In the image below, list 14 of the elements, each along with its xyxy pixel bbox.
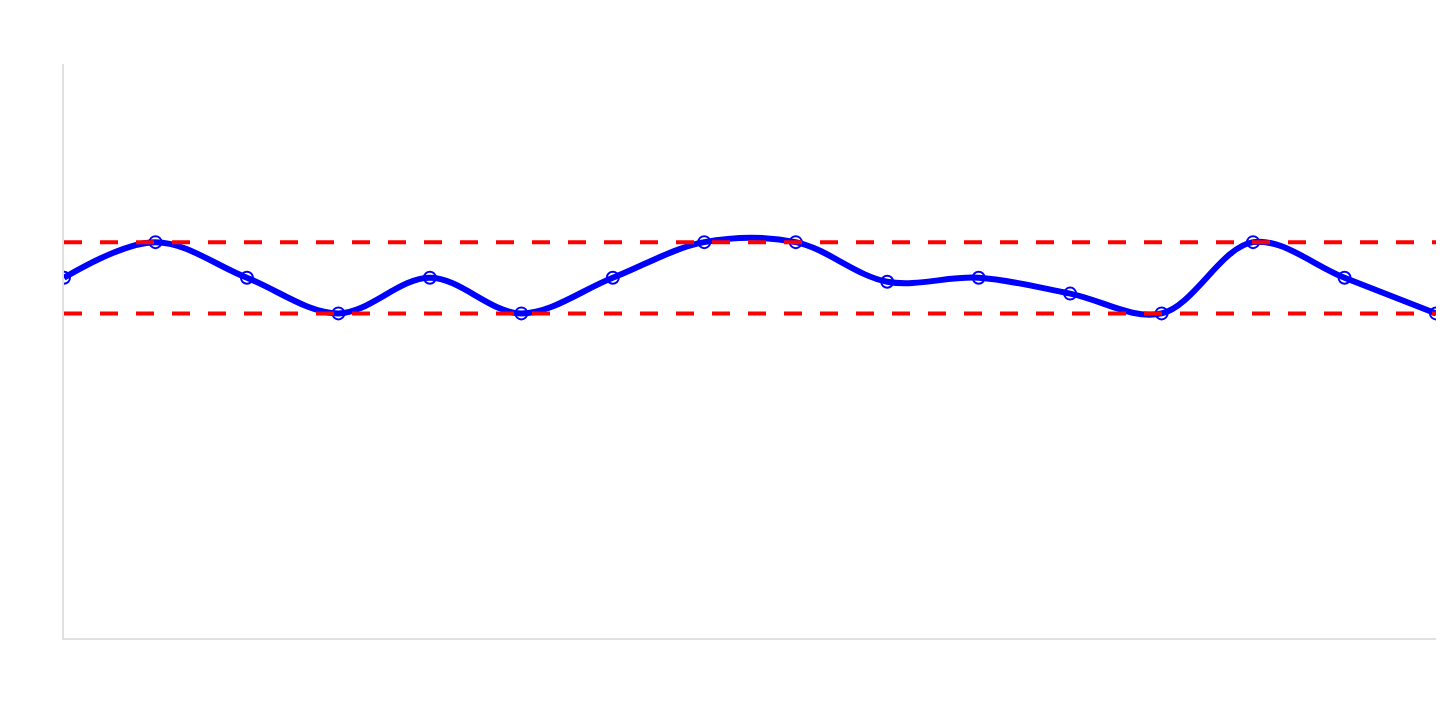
point [1246, 235, 1261, 250]
point [239, 270, 254, 285]
point [1337, 270, 1352, 285]
point [880, 274, 895, 289]
point [148, 235, 163, 250]
point [971, 270, 986, 285]
point [1154, 306, 1169, 321]
point [788, 235, 803, 250]
point [605, 270, 620, 285]
point [331, 306, 346, 321]
point [422, 270, 437, 285]
point [1063, 286, 1078, 301]
point [697, 235, 712, 250]
point [514, 306, 529, 321]
